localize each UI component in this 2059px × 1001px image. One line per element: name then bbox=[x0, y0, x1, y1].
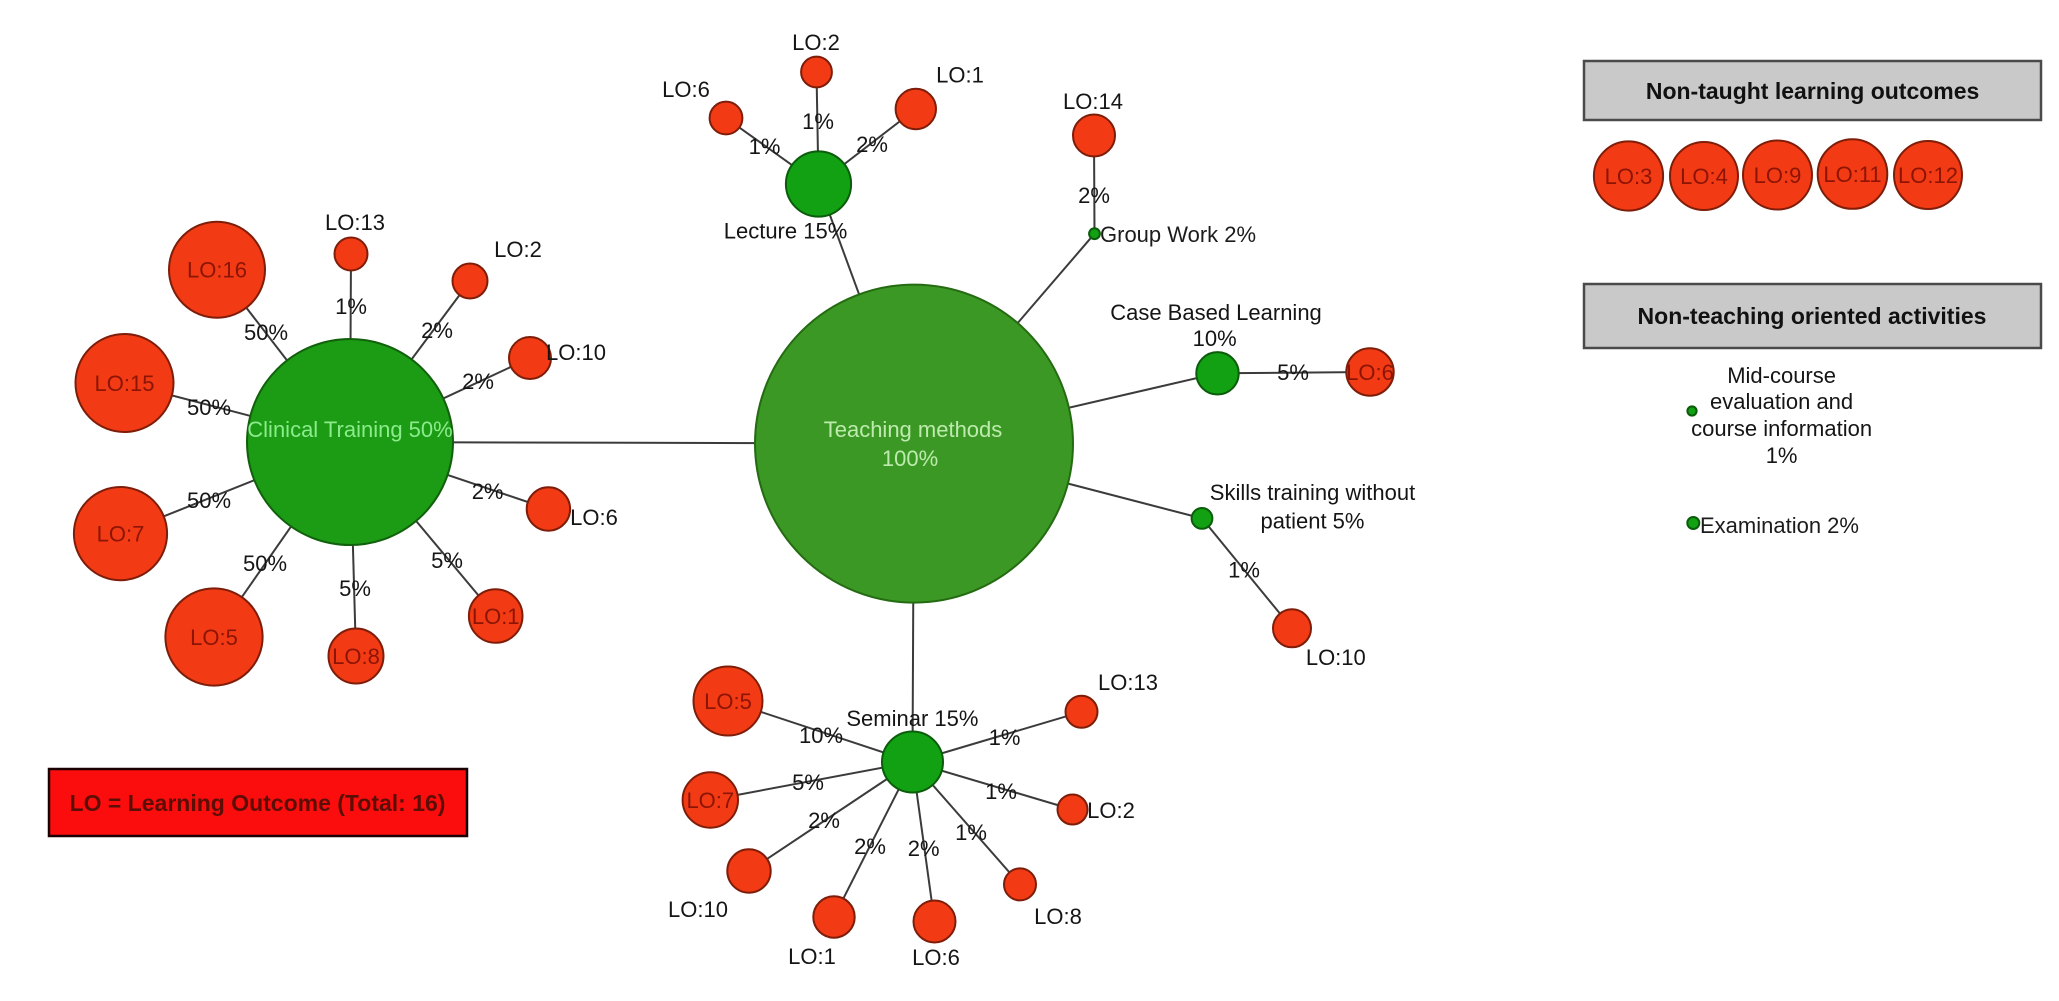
svg-text:LO:6: LO:6 bbox=[662, 77, 710, 102]
svg-text:100%: 100% bbox=[882, 446, 938, 471]
svg-text:1%: 1% bbox=[989, 725, 1021, 750]
svg-text:LO:6: LO:6 bbox=[912, 945, 960, 970]
svg-text:Mid-course: Mid-course bbox=[1727, 363, 1836, 388]
svg-text:Seminar 15%: Seminar 15% bbox=[846, 706, 978, 731]
svg-text:Non-teaching oriented activiti: Non-teaching oriented activities bbox=[1638, 303, 1987, 329]
svg-text:LO:5: LO:5 bbox=[190, 625, 238, 650]
svg-text:5%: 5% bbox=[431, 548, 463, 573]
svg-text:LO:13: LO:13 bbox=[325, 210, 385, 235]
svg-text:50%: 50% bbox=[187, 488, 231, 513]
svg-text:LO:9: LO:9 bbox=[1754, 163, 1802, 188]
svg-text:1%: 1% bbox=[1228, 558, 1260, 583]
svg-text:LO = Learning Outcome (Total:: LO = Learning Outcome (Total: 16) bbox=[70, 790, 446, 816]
svg-text:2%: 2% bbox=[421, 318, 453, 343]
svg-text:2%: 2% bbox=[908, 836, 940, 861]
svg-text:1%: 1% bbox=[955, 820, 987, 845]
svg-text:LO:2: LO:2 bbox=[792, 30, 840, 55]
svg-text:Group Work 2%: Group Work 2% bbox=[1100, 222, 1256, 247]
svg-text:5%: 5% bbox=[792, 770, 824, 795]
svg-text:LO:10: LO:10 bbox=[1306, 645, 1366, 670]
svg-text:50%: 50% bbox=[243, 551, 287, 576]
svg-text:1%: 1% bbox=[335, 294, 367, 319]
svg-text:LO:14: LO:14 bbox=[1063, 89, 1123, 114]
svg-text:10%: 10% bbox=[799, 723, 843, 748]
svg-text:LO:12: LO:12 bbox=[1898, 163, 1958, 188]
svg-text:5%: 5% bbox=[1277, 360, 1309, 385]
svg-text:50%: 50% bbox=[244, 320, 288, 345]
svg-text:LO:7: LO:7 bbox=[97, 522, 145, 547]
svg-text:1%: 1% bbox=[749, 134, 781, 159]
svg-text:2%: 2% bbox=[856, 132, 888, 157]
svg-text:LO:6: LO:6 bbox=[570, 505, 618, 530]
svg-text:2%: 2% bbox=[1078, 183, 1110, 208]
svg-text:LO:11: LO:11 bbox=[1823, 162, 1881, 187]
svg-text:Clinical Training 50%: Clinical Training 50% bbox=[247, 417, 452, 442]
svg-text:Lecture 15%: Lecture 15% bbox=[724, 218, 848, 243]
svg-text:LO:7: LO:7 bbox=[686, 788, 734, 813]
svg-text:LO:10: LO:10 bbox=[668, 897, 728, 922]
svg-text:LO:6: LO:6 bbox=[1346, 360, 1394, 385]
svg-text:2%: 2% bbox=[854, 834, 886, 859]
svg-text:2%: 2% bbox=[462, 369, 494, 394]
svg-text:Examination 2%: Examination 2% bbox=[1700, 513, 1859, 538]
svg-text:LO:1: LO:1 bbox=[472, 604, 520, 629]
svg-text:evaluation and: evaluation and bbox=[1710, 389, 1853, 414]
svg-text:1%: 1% bbox=[985, 779, 1017, 804]
svg-text:10%: 10% bbox=[1193, 326, 1237, 351]
svg-text:course information: course information bbox=[1691, 416, 1872, 441]
svg-text:LO:8: LO:8 bbox=[1034, 904, 1082, 929]
svg-text:LO:13: LO:13 bbox=[1098, 670, 1158, 695]
svg-text:patient 5%: patient 5% bbox=[1261, 508, 1365, 533]
svg-text:LO:10: LO:10 bbox=[546, 340, 606, 365]
svg-text:2%: 2% bbox=[808, 808, 840, 833]
svg-text:LO:4: LO:4 bbox=[1680, 164, 1728, 189]
svg-text:Non-taught learning outcomes: Non-taught learning outcomes bbox=[1646, 78, 1980, 104]
svg-text:LO:2: LO:2 bbox=[1087, 798, 1135, 823]
svg-text:2%: 2% bbox=[472, 479, 504, 504]
svg-text:LO:15: LO:15 bbox=[95, 371, 155, 396]
svg-text:5%: 5% bbox=[339, 576, 371, 601]
svg-text:LO:1: LO:1 bbox=[936, 63, 984, 88]
svg-text:LO:16: LO:16 bbox=[187, 258, 247, 283]
svg-text:LO:1: LO:1 bbox=[788, 944, 836, 969]
svg-text:1%: 1% bbox=[802, 109, 834, 134]
svg-text:LO:3: LO:3 bbox=[1605, 164, 1653, 189]
svg-text:Teaching methods: Teaching methods bbox=[824, 417, 1003, 442]
svg-text:LO:5: LO:5 bbox=[704, 689, 752, 714]
svg-text:50%: 50% bbox=[187, 395, 231, 420]
svg-text:1%: 1% bbox=[1766, 443, 1798, 468]
svg-text:LO:8: LO:8 bbox=[332, 644, 380, 669]
svg-text:Case Based Learning: Case Based Learning bbox=[1110, 300, 1322, 325]
svg-text:Skills training without: Skills training without bbox=[1210, 480, 1415, 505]
svg-text:LO:2: LO:2 bbox=[494, 237, 542, 262]
